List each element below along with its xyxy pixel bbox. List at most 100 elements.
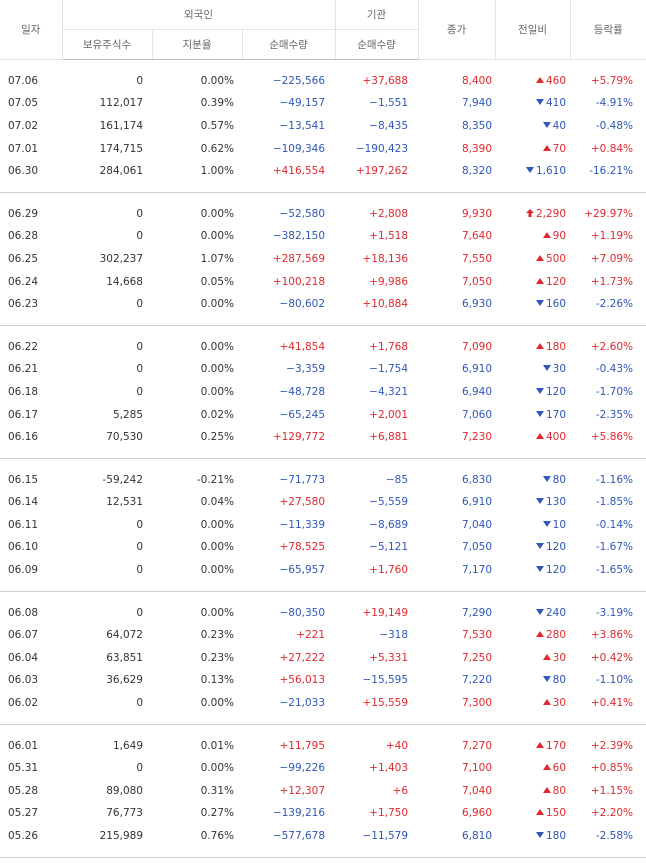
rate: -2.58% [595,830,634,843]
close: 7,090 [461,340,493,353]
date: 05.28 [8,784,39,797]
close: 7,300 [461,697,493,710]
change-icon [525,208,534,217]
change-cell: 120 [495,381,570,404]
table-header: 일자 외국인 기관 종가 전일비 등락률 보유주식수 지분율 순매수량 순매수량 [0,0,646,60]
date: 06.08 [8,606,39,619]
share: 0.01% [200,739,234,752]
rate-cell: +5.79% [570,70,646,93]
share: 0.00% [200,207,234,220]
change-icon [535,543,544,550]
rate-cell: -16.21% [570,160,646,183]
spacer [0,847,646,857]
date-cell: 05.28 [0,780,62,803]
change: 40 [552,119,567,132]
institution-net: +1,768 [369,340,409,353]
rate-cell: -2.58% [570,825,646,848]
close: 7,270 [461,739,493,752]
holdings-cell: 89,080 [62,780,152,803]
data-row: 06.22 0 0.00% +41,854 +1,768 7,090 180 +2.60% [0,335,646,358]
holdings-cell: 0 [62,225,152,248]
foreign-net-cell: −21,033 [242,692,335,715]
rate: +2.39% [590,739,634,752]
change-icon [535,608,544,615]
share-cell: 0.00% [152,514,242,537]
share: 0.00% [200,298,234,311]
change: 120 [545,385,567,398]
share: 0.57% [200,119,234,132]
header-close: 종가 [417,0,496,60]
institution-net-cell: −11,579 [335,825,418,848]
change: 90 [552,230,567,243]
rate-cell: +2.20% [570,802,646,825]
share-cell: 0.04% [152,491,242,514]
date-cell: 06.21 [0,358,62,381]
change-icon [542,475,551,482]
spacer [0,714,646,724]
change-icon [542,365,551,372]
share: 0.00% [200,74,234,87]
close-cell: 7,300 [418,692,495,715]
share: 1.07% [200,252,234,265]
close: 7,040 [461,784,493,797]
share: 0.76% [200,830,234,843]
holdings-cell: 0 [62,536,152,559]
arrow [535,543,544,550]
foreign-net: −49,157 [279,97,326,110]
close: 8,320 [461,165,493,178]
share: 0.62% [200,142,234,155]
institution-net-cell: +18,136 [335,248,418,271]
change: 120 [545,564,567,577]
data-row: 06.18 0 0.00% −48,728 −4,321 6,940 120 -1.70% [0,381,646,404]
institution-net: −1,754 [369,363,409,376]
date-cell: 06.28 [0,225,62,248]
rate-cell: -4.91% [570,92,646,115]
share: 0.23% [200,651,234,664]
data-row: 06.29 0 0.00% −52,580 +2,808 9,930 2,290 +29.97… [0,202,646,225]
foreign-net: −52,580 [279,207,326,220]
share-cell: 1.00% [152,160,242,183]
foreign-net: +41,854 [279,340,326,353]
rate-cell: +29.97% [570,202,646,225]
rate-cell: -2.26% [570,293,646,316]
header-date: 일자 [0,0,62,60]
close-cell: 6,940 [418,381,495,404]
spacer-cell [0,60,646,70]
institution-net: +2,001 [369,408,409,421]
rate-cell: +7.09% [570,248,646,271]
data-row: 06.04 63,851 0.23% +27,222 +5,331 7,250 30 +0.4… [0,647,646,670]
data-row: 07.01 174,715 0.62% −109,346 −190,423 8,390 70… [0,137,646,160]
close-cell: 7,040 [418,780,495,803]
arrow [542,144,551,151]
spacer-cell [0,714,646,724]
holdings: 12,531 [106,496,143,509]
change: 400 [545,431,567,444]
rate: -1.10% [595,674,634,687]
holdings-cell: 0 [62,601,152,624]
share: -0.21% [196,473,234,486]
rate: -2.35% [595,408,634,421]
row-group: 06.15 -59,242 -0.21% −71,773 −85 6,830 80 -1.16… [0,458,646,592]
institution-net-cell: +19,149 [335,601,418,624]
foreign-net: −382,150 [272,230,326,243]
arrow [542,365,551,372]
close-cell: 7,050 [418,270,495,293]
foreign-net: −21,033 [279,697,326,710]
rate: +1.19% [590,230,634,243]
foreign-net-cell: +12,307 [242,780,335,803]
institution-net: +1,403 [369,762,409,775]
data-row: 06.23 0 0.00% −80,602 +10,884 6,930 160 -2.26% [0,293,646,316]
change: 460 [545,74,567,87]
holdings: 0 [136,697,143,710]
arrow [542,232,551,239]
holdings-cell: 0 [62,293,152,316]
holdings-cell: 1,649 [62,734,152,757]
institution-net-cell: +1,518 [335,225,418,248]
arrow [525,208,534,217]
arrow [535,410,544,417]
close: 6,910 [461,363,493,376]
institution-net: −190,423 [355,142,409,155]
foreign-net-cell: −65,957 [242,559,335,582]
date: 06.10 [8,541,39,554]
